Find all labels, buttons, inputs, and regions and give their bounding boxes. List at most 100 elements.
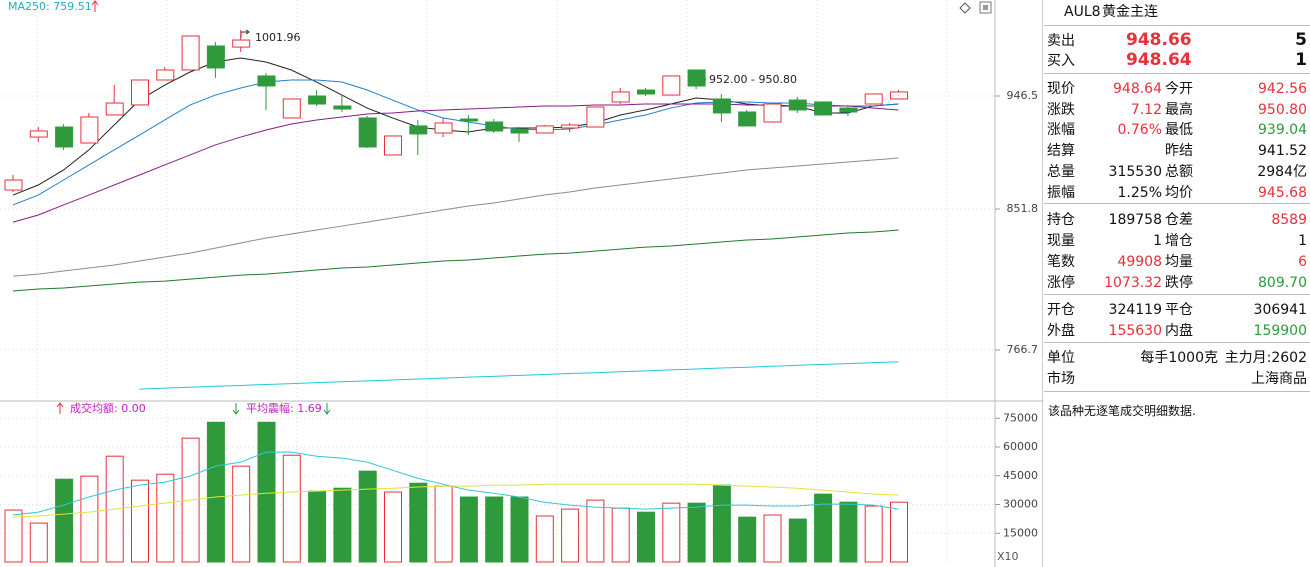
volume-bar [839,501,858,563]
field-label: 跌停 [1165,275,1193,291]
y-tick-label: 30000 [1003,498,1038,511]
field-label: 增仓 [1165,233,1193,249]
candle-body [80,116,99,144]
volume-bar [55,478,74,563]
field-label: 最低 [1165,122,1193,138]
ma-line [12,157,899,277]
divider [1044,294,1310,295]
field-label: 总量 [1047,164,1075,180]
volume-bar [308,490,327,563]
volume-bar [687,502,706,563]
volume-bar [131,479,149,563]
ask-price: 948.66 [1126,30,1192,50]
instrument-name: 黄金主连 [1102,4,1158,20]
volume-bar [434,485,453,563]
unit-value: 每手1000克 [1140,350,1218,366]
ma-line [12,229,899,292]
volume-bar [384,491,402,563]
volume-bar [864,505,883,563]
divider [1044,342,1310,343]
candle-body [4,179,23,191]
ma-line [12,483,899,518]
settings-icon[interactable] [959,2,971,14]
field-label: 平仓 [1165,302,1193,318]
market-label: 市场 [1047,371,1075,387]
candle-body [712,98,731,114]
main-month: 主力月:2602 [1224,350,1307,366]
field-value: 6 [1298,254,1307,270]
volume-bar [282,454,301,563]
tick-message: 该品种无逐笔成交明细数据. [1048,404,1196,418]
candle-body [384,135,402,156]
field-label: 振幅 [1047,185,1075,201]
quote-panel: AUL8 黄金主连 卖出 948.66 5 买入 948.64 1 单位 每手1… [1044,0,1310,567]
field-label: 今开 [1165,81,1193,97]
field-value: 324119 [1108,302,1162,318]
range-annotation: 952.00 - 950.80 [709,73,797,86]
volume-bar [80,475,99,563]
field-value: 159900 [1253,323,1307,339]
volume-bar [637,511,655,563]
volume-bar [459,496,478,563]
ma-line [12,79,899,206]
ma-line [12,451,899,516]
indicator-arrow [232,403,240,415]
volume-bar [712,484,731,563]
field-value: 948.64 [1113,81,1162,97]
field-value: 809.70 [1258,275,1307,291]
volume-multiplier: X10 [997,550,1019,563]
volume-bar [257,421,276,563]
candle-body [55,126,74,148]
volume-bar [763,514,782,563]
divider [1044,391,1310,392]
y-tick-label: 45000 [1003,469,1038,482]
volume-bar [814,493,833,563]
candle-body [611,91,630,103]
candle-body [206,45,225,69]
candle-body [510,128,529,134]
y-tick-label: 75000 [1003,411,1038,424]
field-value: 189758 [1108,212,1162,228]
legend-arrow [91,0,99,12]
volume-bar [333,487,352,563]
field-label: 持仓 [1047,212,1075,228]
field-value: 945.68 [1258,185,1307,201]
field-label: 仓差 [1165,212,1193,228]
candle-body [181,35,200,71]
candle-body [535,125,554,134]
candle-body [257,75,276,87]
ma-line [12,57,899,196]
field-value: 939.04 [1258,122,1307,138]
field-label: 昨结 [1165,143,1193,159]
candle-body [637,89,655,95]
field-label: 现价 [1047,81,1075,97]
volume-bar [232,465,251,563]
candle-body [763,103,782,123]
field-label: 开仓 [1047,302,1075,318]
divider [1044,25,1310,26]
field-label: 涨停 [1047,275,1075,291]
candle-body [29,130,48,138]
volume-bar [29,522,48,563]
candle-body [409,125,428,135]
candle-body [131,79,149,106]
ma-legend: MA250: 759.51 [8,0,92,13]
candle-body [308,95,327,105]
candle-body [839,107,858,113]
high-annotation: 1001.96 [255,31,301,44]
candle-body [561,124,580,129]
market-value: 上海商品 [1251,371,1307,387]
field-label: 结算 [1047,143,1075,159]
volume-bar [510,496,529,563]
candle-body [814,101,833,116]
bid-volume: 1 [1295,50,1307,70]
volume-bar [485,496,504,563]
field-label: 涨幅 [1047,122,1075,138]
y-tick-label: 851.8 [1007,202,1039,215]
field-label: 内盘 [1165,323,1193,339]
field-value: 155630 [1108,323,1162,339]
field-label: 涨跌 [1047,102,1075,118]
field-value: 7.12 [1130,102,1162,118]
field-value: 1 [1298,233,1307,249]
bid-label: 买入 [1047,53,1075,69]
